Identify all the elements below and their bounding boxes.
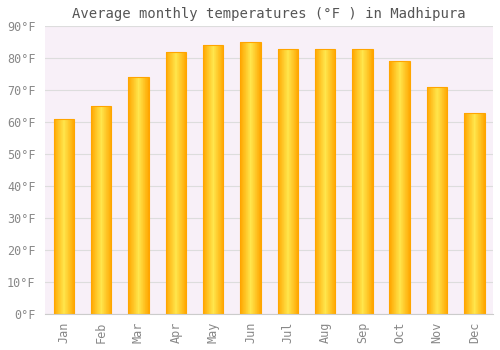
Bar xyxy=(166,52,186,314)
Bar xyxy=(352,49,372,314)
Bar xyxy=(390,62,410,314)
Bar xyxy=(91,106,112,314)
Bar xyxy=(128,77,148,314)
Title: Average monthly temperatures (°F ) in Madhipura: Average monthly temperatures (°F ) in Ma… xyxy=(72,7,466,21)
Bar xyxy=(240,42,260,314)
Bar xyxy=(315,49,336,314)
Bar xyxy=(203,46,224,314)
Bar xyxy=(54,119,74,314)
Bar xyxy=(464,113,484,314)
Bar xyxy=(278,49,298,314)
Bar xyxy=(427,87,448,314)
